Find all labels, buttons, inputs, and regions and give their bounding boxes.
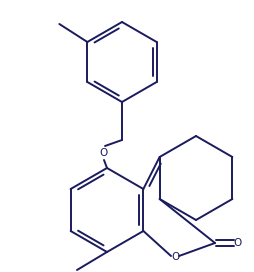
- Text: O: O: [234, 238, 242, 248]
- Text: O: O: [100, 148, 108, 158]
- Text: O: O: [171, 252, 179, 262]
